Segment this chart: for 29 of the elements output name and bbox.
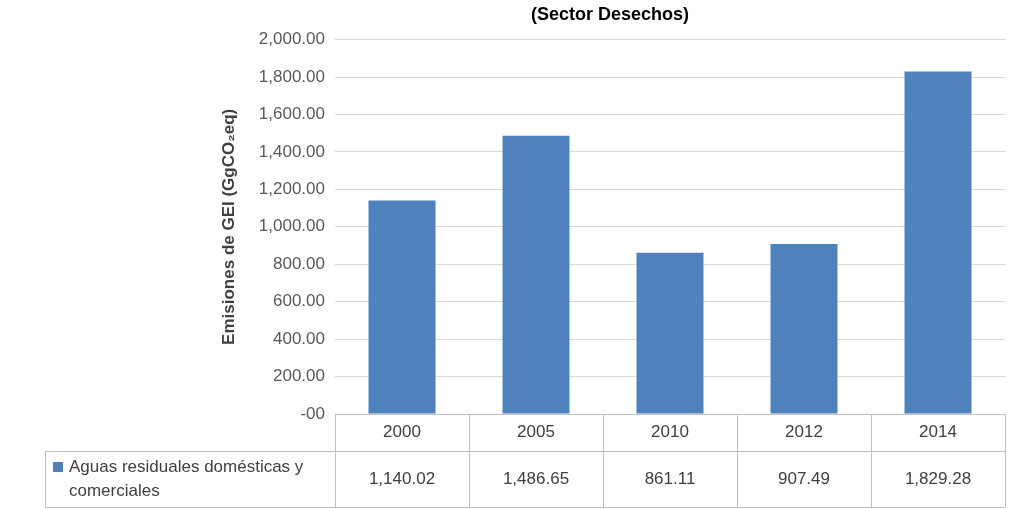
x-tick-label: 2012 <box>785 422 823 442</box>
y-tick-label: 400.00 <box>273 328 325 348</box>
x-tick-label: 2010 <box>651 422 689 442</box>
y-tick-label: 800.00 <box>273 253 325 273</box>
data-label: 1,140.02 <box>368 468 436 488</box>
x-tick-label: 2005 <box>517 422 555 442</box>
bar <box>368 200 436 414</box>
data-label: 1,486.65 <box>502 468 570 488</box>
data-label: 1,829.28 <box>904 468 972 488</box>
data-label: 907.49 <box>778 468 830 488</box>
y-tick-label: 2,000.00 <box>258 29 325 49</box>
y-tick-label: 1,400.00 <box>258 141 325 161</box>
y-tick-label: 200.00 <box>273 366 325 386</box>
x-tick-label: 2014 <box>919 422 957 442</box>
chart-title: (Sector Desechos) <box>530 3 690 24</box>
bar <box>636 252 704 414</box>
y-tick-label: 1,600.00 <box>258 104 325 124</box>
bar <box>770 244 838 414</box>
x-tick-label: 2000 <box>383 422 421 442</box>
y-tick-label: 1,000.00 <box>258 216 325 236</box>
data-label: 861.11 <box>644 468 696 488</box>
y-tick-label: 600.00 <box>273 291 325 311</box>
y-tick-label: 1,200.00 <box>258 179 325 199</box>
y-axis-title: Emisiones de GEI (GgCO₂eq) <box>218 108 238 345</box>
bar <box>502 135 570 414</box>
y-tick-label: -00 <box>300 403 325 423</box>
y-tick-label: 1,800.00 <box>258 66 325 86</box>
legend-label: Aguas residuales domésticas y comerciales <box>69 456 304 500</box>
bar <box>904 71 972 414</box>
